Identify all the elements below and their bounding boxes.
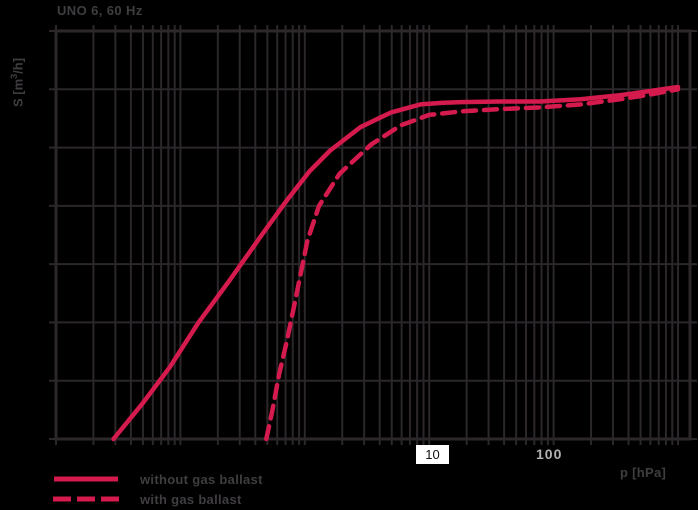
x-tick-label-10-highlighted: 10 [416,445,449,464]
legend: without gas ballast with gas ballast [53,469,263,509]
legend-item-with-gas-ballast: with gas ballast [53,489,263,509]
x-tick-label-100: 100 [536,446,563,462]
legend-label: with gas ballast [140,491,242,507]
legend-label: without gas ballast [140,471,263,487]
chart-title: UNO 6, 60 Hz [57,3,143,18]
legend-item-without-gas-ballast: without gas ballast [53,469,263,489]
y-axis-label: S [m3/h] [9,57,26,107]
x-axis-label: p [hPa] [620,465,667,480]
legend-line-solid-icon [54,476,118,482]
legend-line-dashed-icon [53,496,119,502]
